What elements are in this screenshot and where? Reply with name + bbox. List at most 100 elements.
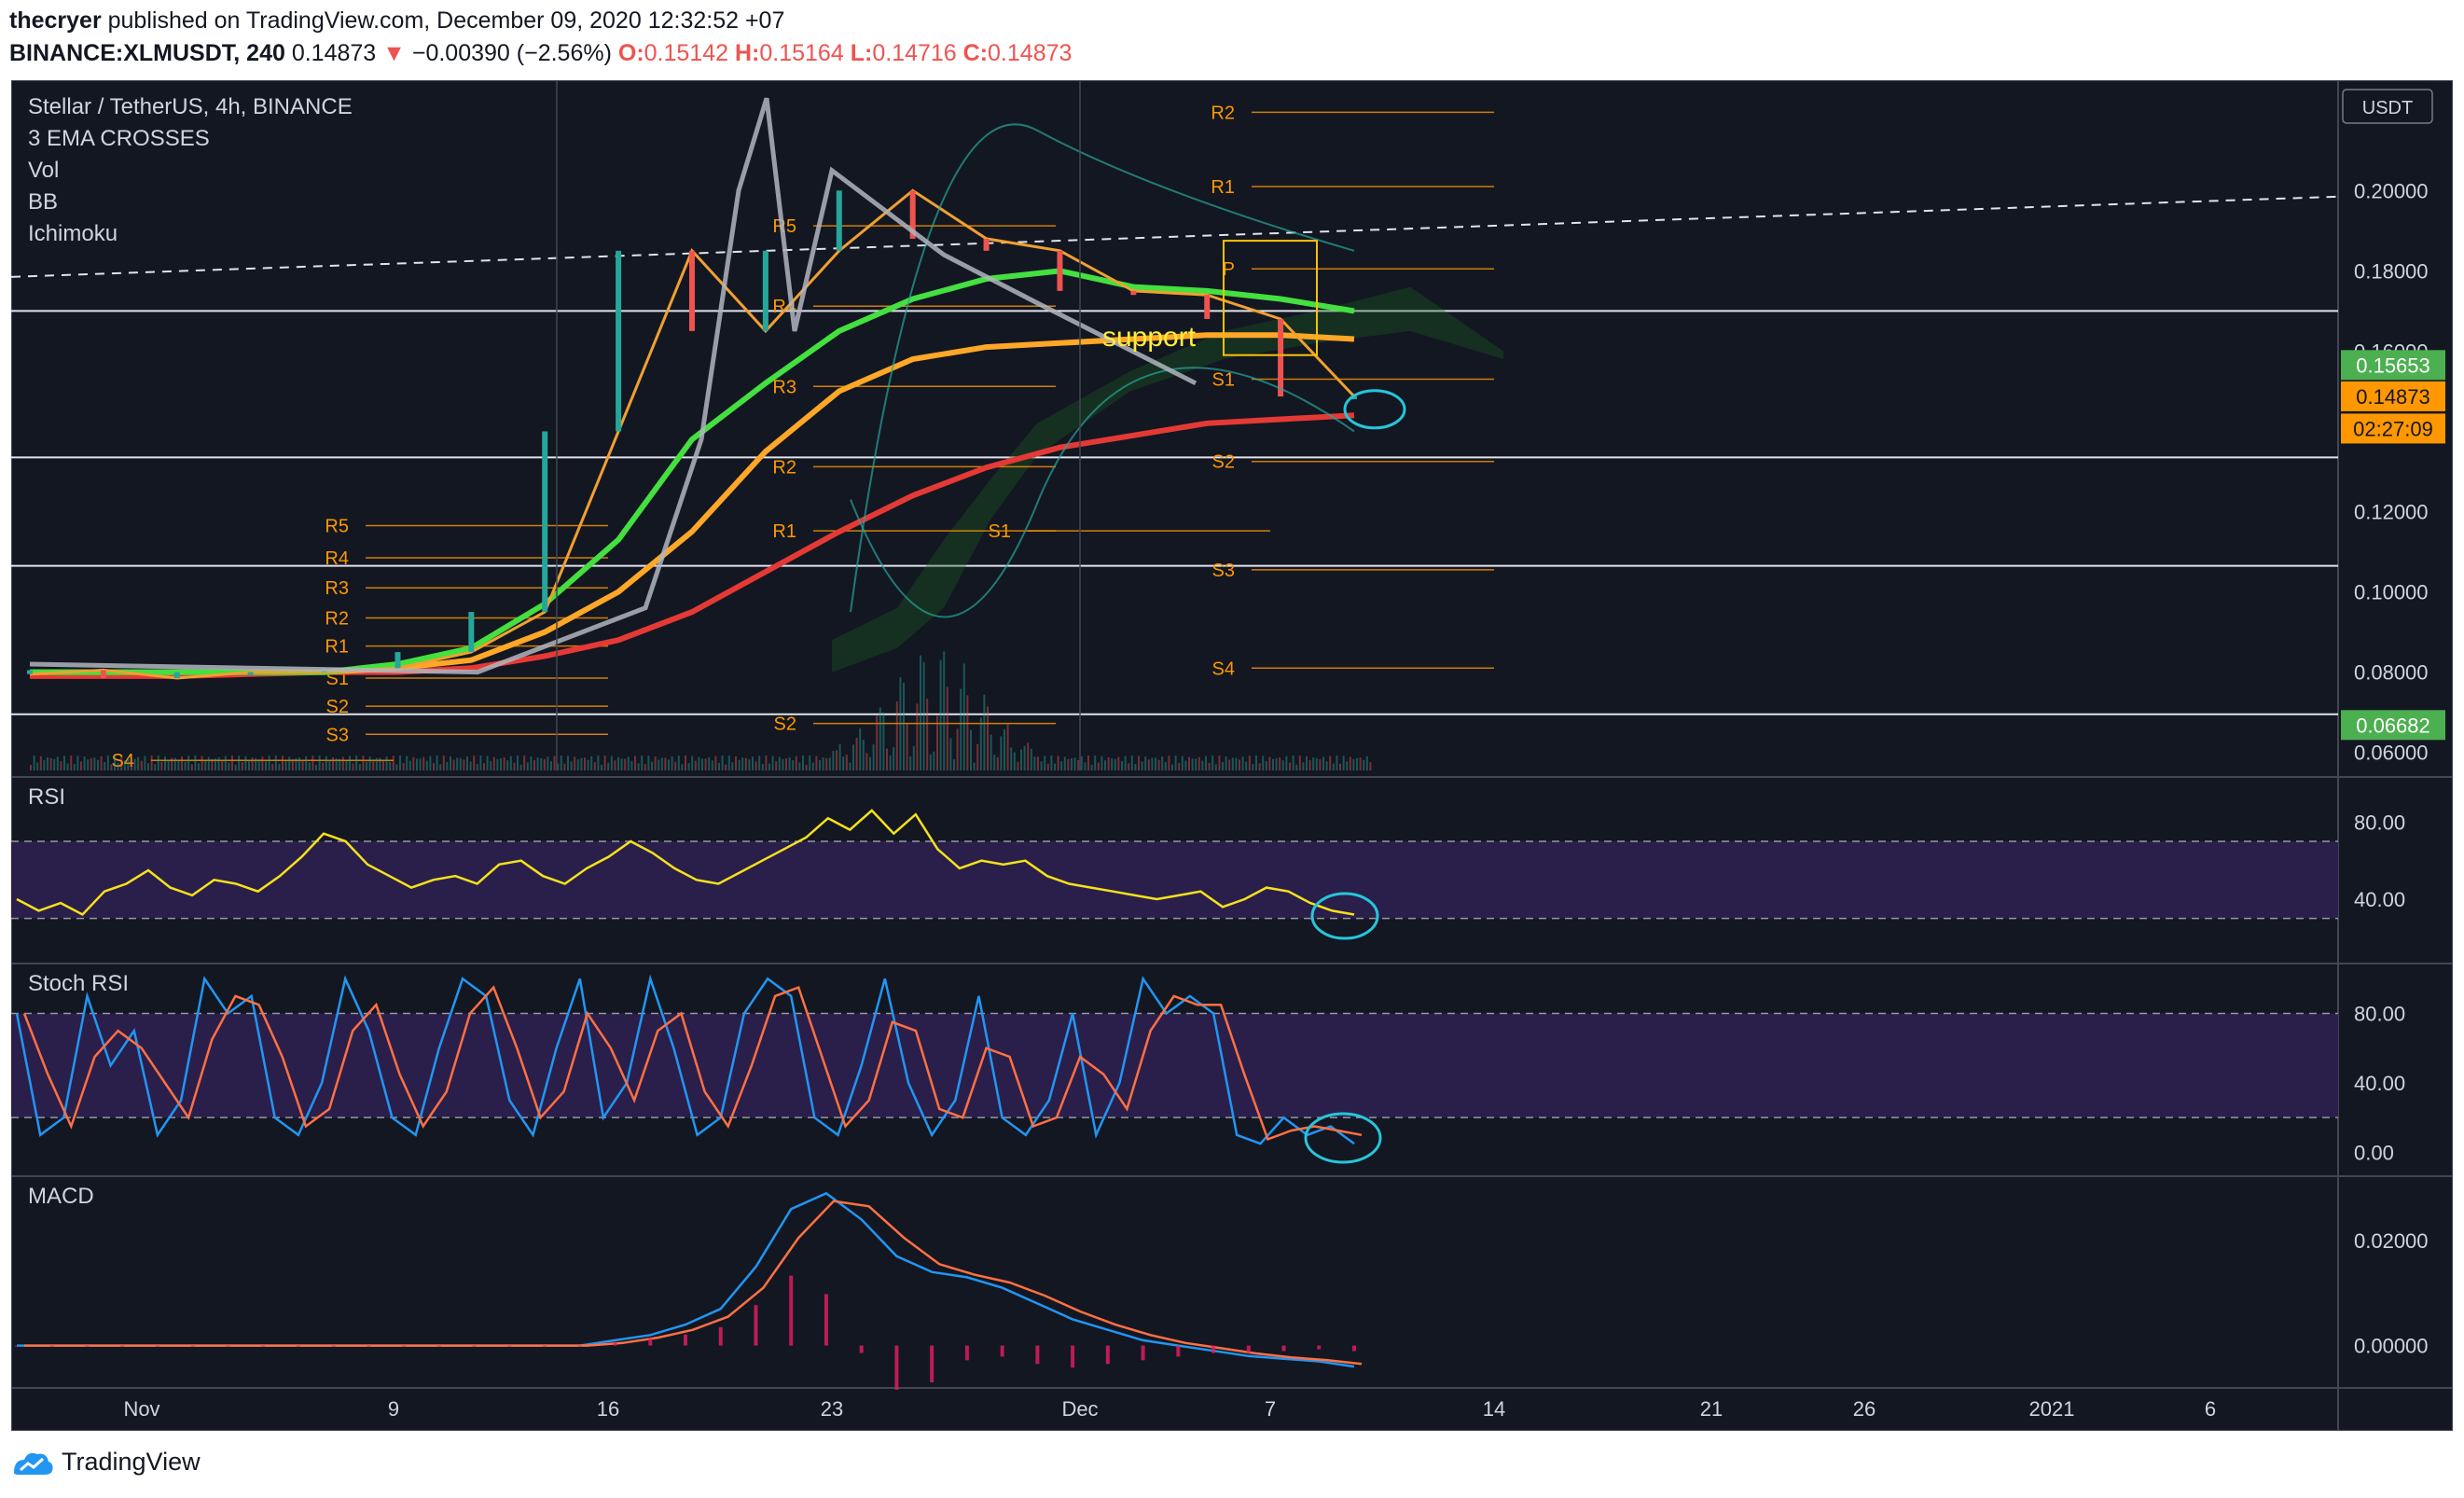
volume-bar (198, 763, 200, 770)
volume-bar (946, 687, 948, 770)
volume-bar (865, 753, 868, 770)
volume-bar (1157, 759, 1160, 770)
candle (616, 250, 622, 432)
pane-title-macd: MACD (28, 1184, 94, 1209)
volume-bar (298, 757, 300, 770)
volume-bar (590, 756, 593, 770)
macd-histogram-bar (1317, 1345, 1322, 1350)
high-label: H: (734, 40, 760, 66)
volume-bar (943, 651, 946, 770)
volume-bar (1268, 756, 1271, 770)
volume-bar (1292, 756, 1294, 770)
macd-histogram-bar (1246, 1345, 1251, 1353)
volume-bar (355, 756, 358, 770)
volume-bar (845, 754, 848, 770)
volume-bar (956, 728, 959, 770)
publisher-name[interactable]: thecryer (9, 7, 102, 34)
publish-info: thecryer published on TradingView.com, D… (9, 7, 784, 35)
pivot-label-r1: R1 (325, 637, 349, 658)
volume-bar (1057, 756, 1059, 770)
volume-bar (255, 757, 257, 770)
volume-bar (825, 757, 828, 770)
pivot-label-s2: S2 (1212, 452, 1235, 473)
volume-bar (1197, 756, 1200, 770)
volume-bar (503, 756, 505, 770)
volume-bar (654, 756, 657, 770)
volume-bar (1205, 756, 1207, 770)
volume-bar (775, 761, 778, 770)
volume-bar (207, 756, 210, 770)
volume-bar (882, 712, 885, 770)
macd-histogram-bar (1176, 1345, 1181, 1357)
candle (836, 190, 842, 251)
footer-brand[interactable]: TradingView (62, 1448, 201, 1476)
volume-bar (701, 758, 703, 770)
volume-bar (983, 694, 986, 770)
volume-bar (1178, 762, 1181, 770)
volume-bar (341, 756, 344, 770)
volume-bar (976, 743, 979, 770)
volume-bar (782, 758, 784, 770)
volume-bar (395, 764, 398, 770)
volume-bar (1365, 756, 1368, 770)
volume-bar (295, 757, 298, 770)
candle (173, 672, 180, 679)
volume-bar (1306, 756, 1308, 770)
volume-bar (1151, 757, 1154, 770)
volume-bar (325, 756, 327, 770)
volume-bar (517, 756, 519, 770)
volume-bar (1111, 758, 1114, 770)
candle (27, 670, 33, 674)
macd-histogram-bar (1352, 1345, 1356, 1352)
volume-bar (167, 759, 170, 770)
candle (983, 238, 990, 251)
volume-bar (758, 756, 761, 770)
open-label: O: (617, 40, 644, 66)
volume-bar (601, 764, 602, 770)
macd-histogram-bar (718, 1326, 723, 1346)
volume-bar (1030, 748, 1032, 770)
volume-bar (104, 762, 106, 770)
volume-bar (456, 757, 459, 770)
pivot-label-s3: S3 (1212, 561, 1235, 581)
volume-bar (1265, 760, 1267, 770)
volume-bar (836, 750, 837, 770)
lagging-span-line (29, 97, 1197, 675)
volume-bar (157, 756, 159, 770)
volume-bar (939, 659, 942, 770)
volume-bar (63, 756, 65, 770)
volume-bar (644, 764, 646, 770)
oscillator-line (16, 809, 1355, 917)
pivot-label-p: P (1223, 259, 1235, 280)
volume-bar (721, 756, 724, 770)
volume-bar (160, 761, 163, 770)
volume-bar (1289, 762, 1291, 770)
volume-bar (39, 756, 42, 770)
volume-bar (177, 759, 180, 770)
volume-bar (1013, 752, 1016, 770)
volume-bar (368, 756, 371, 770)
price-axis-tick: 0.12000 (2354, 501, 2429, 524)
volume-bar (886, 748, 888, 770)
bollinger-upper-line (850, 123, 1355, 613)
volume-bar (1134, 764, 1137, 770)
volume-bar (899, 677, 902, 770)
volume-bar (617, 756, 619, 770)
volume-bar (920, 655, 921, 770)
volume-bar (133, 758, 136, 770)
volume-bar (811, 762, 814, 770)
oscillator-axis-tick: 0.00 (2354, 1141, 2394, 1164)
volume-bar (1272, 758, 1274, 770)
volume-bar (788, 757, 791, 770)
time-axis-tick: 2021 (2029, 1397, 2075, 1421)
volume-bar (318, 756, 321, 770)
volume-bar (993, 755, 996, 770)
volume-bar (671, 756, 673, 770)
time-axis-tick: 26 (1853, 1397, 1876, 1421)
macd-histogram-bar (754, 1305, 758, 1346)
volume-bar (328, 760, 331, 770)
legend-title: Stellar / TetherUS, 4h, BINANCE (28, 94, 353, 119)
volume-bar (1164, 761, 1167, 770)
volume-bar (416, 758, 418, 770)
